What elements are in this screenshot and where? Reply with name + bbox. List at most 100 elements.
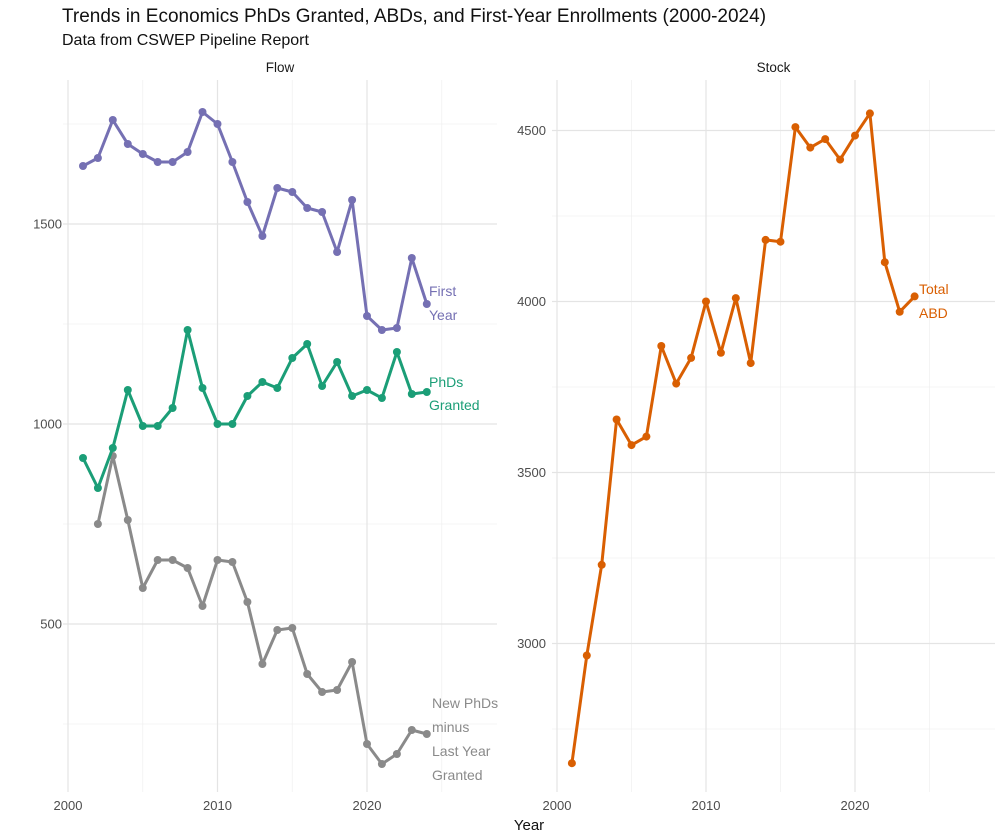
- series-first-year: [79, 108, 431, 334]
- series-total-abd-point: [612, 415, 621, 424]
- series-phds-granted-point: [228, 420, 237, 428]
- y-tick-label: 500: [40, 617, 62, 632]
- series-first-year-point: [198, 108, 207, 116]
- series-phds-granted-point: [348, 392, 357, 400]
- stock-grid-minor: [552, 80, 995, 792]
- series-new-phds-minus-last-year-granted-point: [333, 686, 342, 694]
- series-total-abd-point: [776, 237, 785, 246]
- series-total-abd-point: [761, 235, 770, 244]
- y-tick-label: 4500: [517, 123, 546, 138]
- series-first-year-point: [138, 150, 147, 158]
- series-total-abd-point: [582, 651, 591, 660]
- series-first-year-point: [363, 312, 371, 320]
- series-phds-granted-point: [198, 384, 207, 392]
- series-phds-granted-line: [81, 328, 429, 490]
- series-new-phds-minus-last-year-granted-point: [228, 558, 237, 566]
- x-tick-label: 2020: [841, 798, 870, 813]
- series-first-year-point: [258, 232, 267, 240]
- series-phds-granted-point: [318, 382, 327, 390]
- series-phds-granted-point: [377, 394, 386, 402]
- series-new-phds-minus-last-year-granted-point: [243, 598, 252, 606]
- series-first-year-point: [333, 248, 342, 256]
- stock-tick-labels: 3000 3500 4000 4500 2000 2010 2020: [517, 123, 869, 813]
- stock-grid-major: [552, 80, 995, 792]
- series-phds-granted-point: [183, 326, 192, 334]
- series-new-phds-minus-last-year-granted-point: [168, 556, 177, 564]
- series-label-new-phds-minus-last-year-granted: New PhDs minus Last Year Granted: [432, 695, 499, 783]
- x-tick-label: 2000: [543, 798, 572, 813]
- series-new-phds-minus-last-year-granted-point: [153, 556, 162, 564]
- series-first-year-line: [81, 110, 429, 332]
- x-tick-label: 2010: [692, 798, 721, 813]
- series-total-abd-point: [806, 143, 815, 152]
- series-total-abd-point: [851, 131, 859, 140]
- panel-stock: 3000 3500 4000 4500 2000 2010 2020: [517, 80, 995, 813]
- series-new-phds-minus-last-year-granted-point: [377, 760, 386, 768]
- series-phds-granted-point: [363, 386, 371, 394]
- x-tick-label: 2000: [54, 798, 83, 813]
- series-new-phds-minus-last-year-granted-point: [363, 740, 371, 748]
- series-new-phds-minus-last-year-granted-point: [288, 624, 297, 632]
- series-phds-granted-point: [108, 444, 117, 452]
- series-total-abd-point: [672, 379, 681, 388]
- series-total-abd-point: [657, 342, 666, 350]
- facet-label-flow: Flow: [265, 60, 295, 75]
- series-total-abd-point: [716, 348, 725, 357]
- series-new-phds-minus-last-year-granted-point: [183, 564, 192, 572]
- series-new-phds-minus-last-year-granted-point: [407, 726, 416, 734]
- series-first-year-point: [183, 148, 192, 156]
- series-new-phds-minus-last-year-granted-point: [93, 520, 102, 528]
- series-phds-granted-point: [93, 484, 102, 492]
- series-first-year-point: [168, 158, 177, 166]
- series-first-year-point: [243, 198, 252, 206]
- series-phds-granted-point: [407, 390, 416, 398]
- series-new-phds-minus-last-year-granted-point: [273, 626, 282, 634]
- series-label-total-abd: Total ABD: [919, 281, 949, 321]
- series-total-abd-point: [567, 759, 576, 768]
- y-tick-label: 3000: [517, 636, 546, 651]
- chart-subtitle: Data from CSWEP Pipeline Report: [62, 32, 309, 49]
- series-label-first-year: First Year: [429, 283, 458, 323]
- series-new-phds-minus-last-year-granted-point: [213, 556, 222, 564]
- series-new-phds-minus-last-year-granted-point: [318, 688, 327, 696]
- series-phds-granted-point: [333, 358, 342, 366]
- series-label-phds-granted: PhDs Granted: [429, 374, 480, 413]
- series-new-phds-minus-last-year-granted-point: [258, 660, 267, 668]
- series-first-year-point: [93, 154, 102, 162]
- series-total-abd-point: [836, 155, 845, 164]
- series-first-year-point: [348, 196, 357, 204]
- series-new-phds-minus-last-year-granted-point: [123, 516, 132, 524]
- series-first-year-point: [377, 326, 386, 334]
- panel-flow: 500 1000 1500 2000 2010 2020: [33, 80, 497, 813]
- series-phds-granted-point: [243, 392, 252, 400]
- series-new-phds-minus-last-year-granted-point: [303, 670, 312, 678]
- series-first-year-point: [273, 184, 282, 192]
- series-first-year-point: [153, 158, 162, 166]
- series-phds-granted-point: [422, 388, 431, 396]
- series-total-abd-point: [880, 258, 889, 267]
- series-total-abd-point: [895, 307, 904, 316]
- chart-title: Trends in Economics PhDs Granted, ABDs, …: [62, 6, 767, 27]
- x-axis-title: Year: [513, 817, 545, 834]
- series-new-phds-minus-last-year-granted-point: [392, 750, 401, 758]
- series-new-phds-minus-last-year-granted-point: [198, 602, 207, 610]
- facet-label-stock: Stock: [756, 60, 791, 75]
- series-new-phds-minus-last-year-granted-line: [96, 454, 429, 766]
- series-first-year-point: [303, 204, 312, 212]
- series-phds-granted-point: [138, 422, 147, 430]
- series-first-year-point: [288, 188, 297, 196]
- series-total-abd-point: [791, 123, 800, 132]
- y-tick-label: 3500: [517, 465, 546, 480]
- series-total-abd-point: [597, 560, 606, 569]
- series-first-year-point: [79, 162, 87, 170]
- y-tick-label: 4000: [517, 294, 546, 309]
- series-phds-granted-point: [168, 404, 177, 412]
- flow-grid-minor: [63, 80, 497, 792]
- series-new-phds-minus-last-year-granted-point: [138, 584, 147, 592]
- series-first-year-point: [228, 158, 237, 166]
- series-total-abd-point: [627, 441, 636, 450]
- y-tick-label: 1000: [33, 417, 62, 432]
- series-first-year-point: [422, 300, 431, 308]
- series-new-phds-minus-last-year-granted-point: [422, 730, 431, 738]
